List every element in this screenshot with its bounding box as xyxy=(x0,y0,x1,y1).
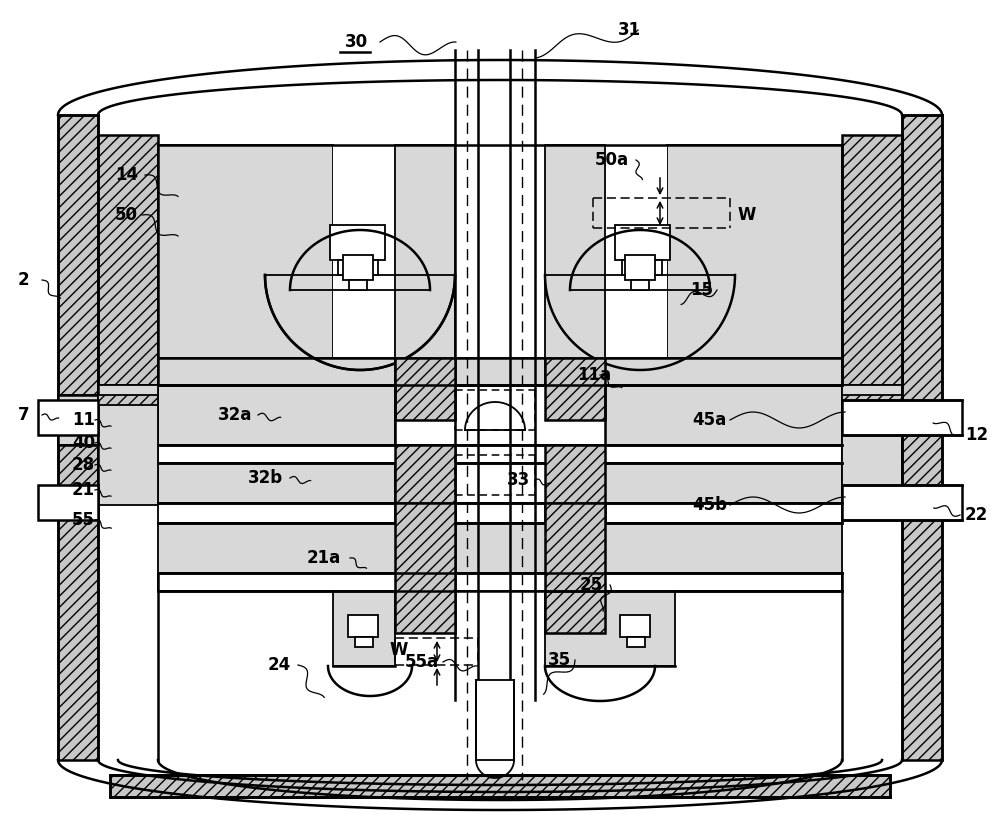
Text: 14: 14 xyxy=(115,166,138,184)
Bar xyxy=(110,775,890,797)
Bar xyxy=(902,115,942,760)
Bar xyxy=(158,573,842,591)
Text: 35: 35 xyxy=(548,651,571,669)
Bar xyxy=(158,445,842,463)
Bar xyxy=(545,591,675,666)
Bar xyxy=(98,395,158,405)
Text: W: W xyxy=(390,641,408,659)
Text: 55: 55 xyxy=(72,511,95,529)
Bar xyxy=(395,503,455,633)
Bar xyxy=(842,395,902,405)
Text: 40: 40 xyxy=(72,434,95,452)
Text: 21a: 21a xyxy=(307,549,341,567)
Bar xyxy=(667,145,842,385)
Bar xyxy=(605,463,842,503)
Bar xyxy=(545,145,605,385)
Text: 30: 30 xyxy=(345,33,368,51)
Text: 50a: 50a xyxy=(595,151,629,169)
Bar xyxy=(330,225,385,260)
Text: 11a: 11a xyxy=(577,366,611,384)
Bar xyxy=(348,615,378,637)
Bar xyxy=(98,385,158,505)
Bar xyxy=(58,115,98,760)
Bar xyxy=(158,523,842,573)
Text: 22: 22 xyxy=(965,506,988,524)
Bar xyxy=(545,358,605,420)
Bar xyxy=(395,385,605,445)
Text: 55a: 55a xyxy=(405,653,439,671)
Bar xyxy=(158,145,333,385)
Bar xyxy=(158,463,395,503)
Text: 2: 2 xyxy=(18,271,30,289)
Bar xyxy=(343,255,373,280)
Text: 21: 21 xyxy=(72,481,95,499)
Text: 15: 15 xyxy=(690,281,713,299)
Bar xyxy=(625,255,655,280)
Text: 45b: 45b xyxy=(692,496,727,514)
Bar xyxy=(110,775,890,797)
Text: 7: 7 xyxy=(18,406,30,424)
Bar xyxy=(338,260,378,275)
Bar xyxy=(631,280,649,290)
Text: 31: 31 xyxy=(618,21,641,39)
Text: 24: 24 xyxy=(268,656,291,674)
Bar xyxy=(333,591,395,666)
Bar xyxy=(158,503,842,523)
Bar xyxy=(842,485,962,520)
Text: 45a: 45a xyxy=(692,411,726,429)
Bar xyxy=(355,637,373,647)
Text: 28: 28 xyxy=(72,456,95,474)
Bar xyxy=(605,385,842,445)
Bar xyxy=(158,358,842,385)
Bar xyxy=(333,145,667,385)
Bar xyxy=(158,385,395,445)
Text: 32b: 32b xyxy=(248,469,283,487)
Text: 11: 11 xyxy=(72,411,95,429)
Bar xyxy=(622,260,662,275)
Text: 32a: 32a xyxy=(218,406,252,424)
Text: 12: 12 xyxy=(965,426,988,444)
Bar xyxy=(627,637,645,647)
Text: 50: 50 xyxy=(115,206,138,224)
Bar xyxy=(615,225,670,260)
Bar xyxy=(395,445,455,523)
Bar xyxy=(842,135,902,385)
Bar xyxy=(58,395,98,445)
Bar xyxy=(620,615,650,637)
Bar xyxy=(476,680,514,760)
Bar xyxy=(545,445,605,523)
Bar xyxy=(38,400,98,435)
Bar xyxy=(842,385,902,505)
Bar xyxy=(98,135,158,385)
Bar xyxy=(545,503,605,633)
Bar xyxy=(395,358,455,420)
Bar xyxy=(395,145,455,385)
Bar xyxy=(349,280,367,290)
Bar xyxy=(38,485,98,520)
Bar xyxy=(842,400,962,435)
Text: 25: 25 xyxy=(580,576,603,594)
Text: W: W xyxy=(738,206,756,224)
Text: 33: 33 xyxy=(507,471,530,489)
